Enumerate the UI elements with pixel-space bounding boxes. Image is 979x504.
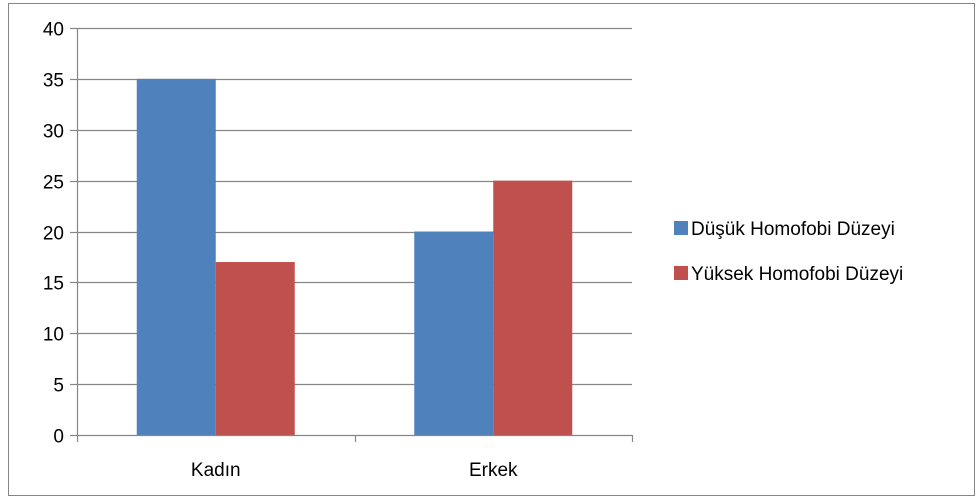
y-tick-label: 0 [53,427,64,448]
axes [70,27,634,442]
y-tick-label: 25 [43,173,64,194]
y-tick-label: 20 [43,224,64,245]
bar-dusuk-kadin [136,78,216,435]
legend: Düşük Homofobi Düzeyi Yüksek Homofobi Düz… [674,219,903,285]
bar-yuksek-kadin [215,262,295,435]
x-tick-label: Kadın [191,460,241,481]
y-tick-label: 40 [43,20,64,41]
legend-swatch [674,221,688,235]
legend-label: Düşük Homofobi Düzeyi [691,219,895,240]
y-tick-label: 5 [53,376,64,397]
y-tick-label: 10 [43,325,64,346]
x-tick-labels: Kadın Erkek [191,460,518,481]
legend-label: Yüksek Homofobi Düzeyi [691,264,903,285]
bar-dusuk-erkek [414,231,494,435]
y-tick-label: 30 [43,122,64,143]
bar-yuksek-erkek [493,180,573,435]
x-tick-label: Erkek [469,460,518,481]
legend-swatch [674,266,688,280]
y-tick-label: 35 [43,71,64,92]
y-tick-labels: 0 5 10 15 20 25 30 35 40 [43,20,64,448]
y-tick-label: 15 [43,274,64,295]
bars [136,78,573,435]
